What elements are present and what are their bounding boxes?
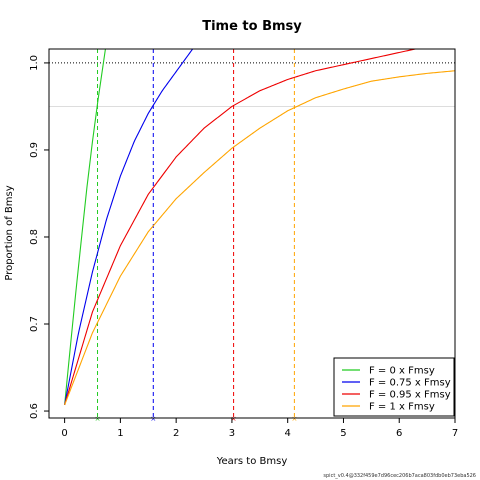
series-line-1: [64, 49, 194, 406]
footer-version-text: spict_v0.4@332f459e7d96cec206b7aca803fdb…: [323, 473, 476, 479]
legend-label-3: F = 1 x Fmsy: [369, 402, 435, 413]
x-tick-label-3: 3: [229, 428, 235, 439]
x-tick-label-1: 1: [117, 428, 123, 439]
chart-title: Time to Bmsy: [202, 19, 302, 34]
y-tick-label-1: 0.7: [29, 316, 40, 332]
series-line-2: [64, 49, 418, 406]
y-tick-label-3: 0.9: [29, 142, 40, 158]
y-tick-label-0: 0.6: [29, 403, 40, 419]
time-marker-2: ×: [231, 415, 237, 423]
x-tick-label-6: 6: [396, 428, 402, 439]
x-tick-label-2: 2: [173, 428, 179, 439]
x-tick-label-4: 4: [285, 428, 291, 439]
time-marker-3: ×: [291, 415, 297, 423]
x-tick-label-0: 0: [61, 428, 67, 439]
time-marker-0: ×: [95, 415, 101, 423]
y-tick-label-2: 0.8: [29, 229, 40, 245]
y-tick-label-4: 1.0: [29, 55, 40, 71]
series-line-3: [64, 70, 455, 406]
series-line-0: [64, 49, 106, 406]
legend-label-1: F = 0.75 x Fmsy: [369, 378, 451, 389]
time-marker-1: ×: [150, 415, 156, 423]
x-tick-label-5: 5: [340, 428, 346, 439]
plot-area: × × × ×0 1 2 3 4 5 6 70.60.70.80.91.0F = 0 x FmsyF…: [29, 48, 458, 439]
legend-label-0: F = 0 x Fmsy: [369, 366, 435, 377]
x-tick-label-7: 7: [452, 428, 458, 439]
plot-frame: [48, 48, 456, 419]
y-axis-label: Proportion of Bmsy: [4, 185, 15, 280]
x-axis-label: Years to Bmsy: [216, 456, 288, 467]
legend-label-2: F = 0.95 x Fmsy: [369, 390, 451, 401]
